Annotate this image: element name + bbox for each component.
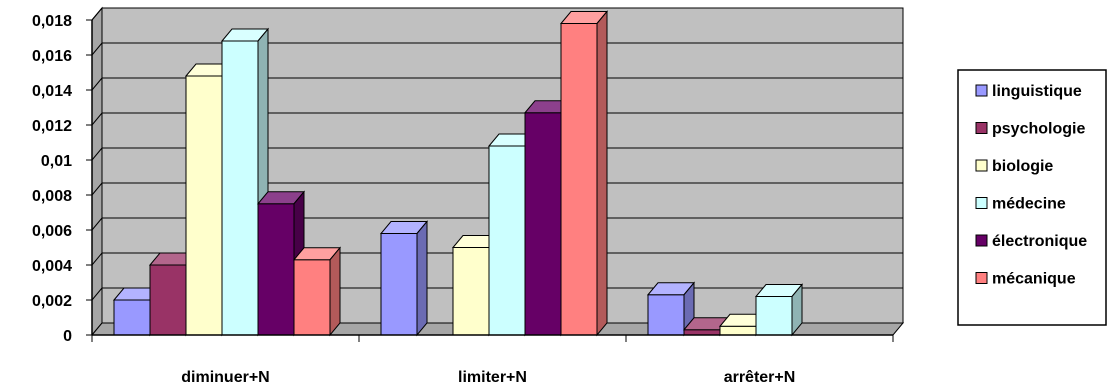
bar-front	[149, 264, 187, 336]
bar	[559, 10, 609, 337]
bar-side	[791, 283, 803, 337]
bar-side	[329, 246, 341, 337]
bar-front	[185, 75, 223, 336]
gridline-side	[91, 182, 103, 196]
gridline-side	[91, 7, 103, 21]
gridline-side	[91, 252, 103, 266]
legend-label: médecine	[992, 196, 1066, 213]
y-tick-label: 0,012	[32, 118, 72, 135]
y-tick-label: 0,002	[32, 293, 72, 310]
y-tick-label: 0,008	[32, 188, 72, 205]
bar	[379, 220, 429, 337]
y-tick-label: 0,016	[32, 48, 72, 65]
legend-swatch	[975, 197, 988, 209]
bar-side	[596, 10, 608, 337]
category-label: limiter+N	[458, 369, 527, 386]
bar-side	[416, 220, 428, 337]
gridline-side	[91, 42, 103, 56]
bar-front	[560, 23, 598, 336]
legend-swatch	[975, 234, 988, 247]
bar	[754, 283, 804, 337]
bars	[112, 10, 804, 337]
gridline-side	[91, 147, 103, 161]
bar	[292, 246, 342, 337]
legend-label: psychologie	[992, 121, 1085, 138]
category-label: diminuer+N	[181, 369, 269, 386]
y-tick-label: 0,006	[32, 223, 72, 240]
legend-label: électronique	[992, 233, 1087, 250]
legend: linguistique psychologie biologie médecine é…	[957, 69, 1107, 326]
bar-front	[524, 112, 562, 336]
y-tick-label: 0	[63, 328, 72, 345]
bar-front	[221, 40, 259, 336]
y-tick-label: 0,018	[32, 13, 72, 30]
axes	[91, 20, 894, 342]
legend-swatch	[975, 272, 988, 284]
bar-front	[293, 259, 331, 336]
side-wall	[91, 6, 103, 337]
gridline-side	[91, 112, 103, 126]
y-tick-label: 0,004	[32, 258, 72, 275]
legend-swatch	[975, 159, 988, 172]
category-labels: diminuer+N limiter+N arrêter+N	[181, 369, 795, 386]
y-tick-label: 0,014	[32, 83, 72, 100]
bar-front	[719, 325, 757, 336]
y-axis-ticks: 0 0,002 0,004 0,006 0,008 0,01 0,012 0,014 0,016…	[32, 13, 92, 345]
bar-front	[452, 247, 490, 336]
bar-front	[113, 299, 151, 336]
category-label: arrêter+N	[724, 369, 796, 386]
bar	[646, 281, 696, 337]
y-tick-label: 0,01	[41, 153, 72, 170]
bar-front	[380, 233, 418, 336]
gridline-side	[91, 287, 103, 301]
bar-front	[647, 294, 685, 336]
bar-front	[755, 296, 793, 336]
legend-label: biologie	[992, 158, 1053, 175]
legend-label: mécanique	[992, 271, 1076, 288]
legend-swatch	[975, 122, 988, 134]
bar-front	[257, 203, 295, 336]
legend-swatch	[975, 84, 988, 97]
bar-front	[488, 145, 526, 336]
gridline-side	[91, 217, 103, 231]
bar-front	[683, 329, 721, 336]
gridline-side	[91, 77, 103, 91]
legend-label: linguistique	[992, 83, 1082, 100]
